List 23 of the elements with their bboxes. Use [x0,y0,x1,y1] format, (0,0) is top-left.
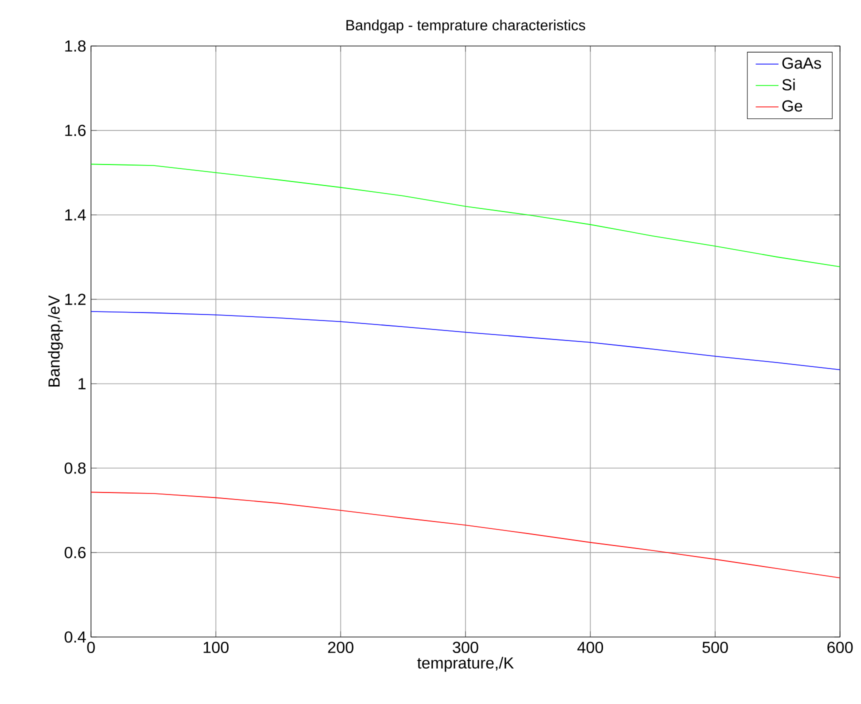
y-tick-label: 1.2 [65,294,86,305]
x-tick-label: 400 [577,642,604,654]
x-tick-label: 300 [452,642,478,654]
y-axis-title: Bandgap,/eV [48,295,63,386]
x-axis-title: temprature,/K [417,656,514,672]
line-series [90,492,840,578]
y-tick-label: 1.4 [65,209,86,220]
x-tick-label: 600 [827,642,853,654]
y-tick-label: 1.6 [65,124,86,136]
x-tick-label: 500 [702,642,728,654]
y-tick-label: 1.8 [65,40,86,52]
x-tick-label: 100 [204,642,229,654]
y-tick-label: 1 [78,378,86,390]
x-tick-label: 200 [328,642,354,654]
legend-label: GaAs [782,58,822,69]
line-series [90,164,840,268]
y-tick-label: 0.4 [64,631,86,643]
x-tick-label: 0 [87,642,95,654]
y-tick-label: 0.8 [64,462,86,474]
legend-label: Si [782,78,795,90]
chart-title: Bandgap - temprature characteristics [346,20,586,34]
y-tick-label: 0.6 [64,546,86,558]
legend-label: Ge [782,100,802,112]
